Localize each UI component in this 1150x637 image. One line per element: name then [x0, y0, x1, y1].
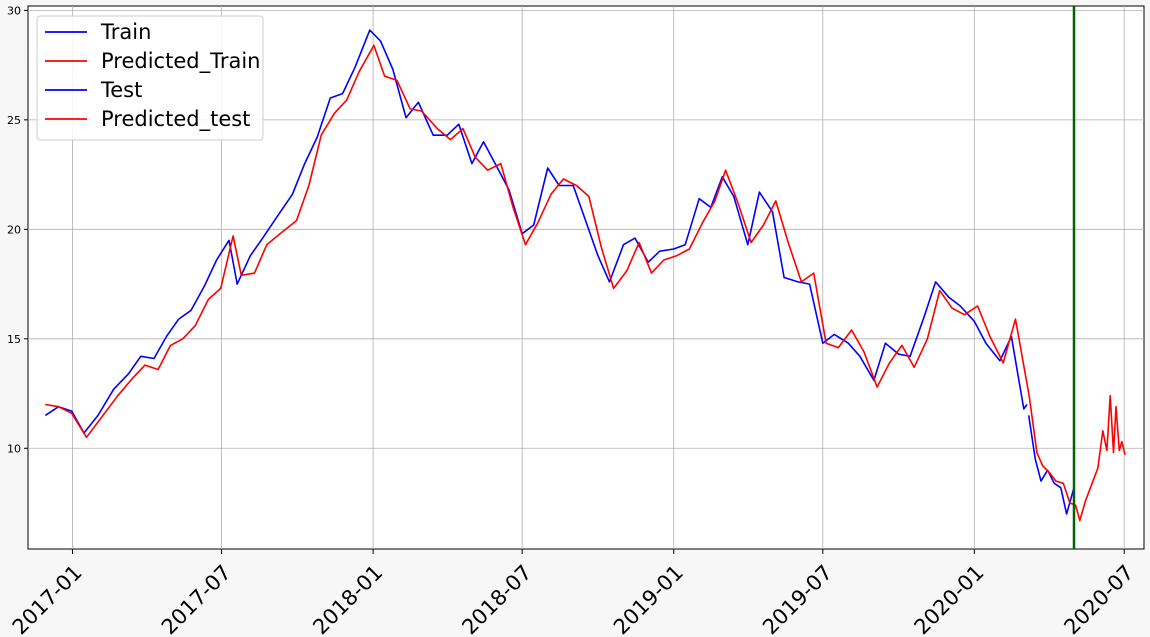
y-tick-label: 20	[7, 223, 21, 236]
legend-label: Predicted_test	[101, 107, 250, 132]
legend-box	[36, 15, 264, 141]
legend-label: Train	[100, 20, 151, 44]
x-axis: 2017-01 2017-07 2018-01 2018-07 2019-01 2019-…	[8, 549, 1139, 637]
y-axis: 10 15 20 25 30	[7, 4, 28, 455]
y-tick-label: 30	[7, 4, 21, 17]
x-tick-label: 2020-07	[1059, 560, 1138, 637]
series-line-1	[45, 44, 1031, 439]
x-tick-label: 2020-01	[910, 560, 989, 637]
legend: Train Predicted_Train Test Predicted_test	[36, 15, 264, 141]
x-tick-label: 2018-01	[308, 560, 387, 637]
y-tick-label: 15	[7, 333, 21, 346]
x-tick-label: 2019-01	[609, 560, 688, 637]
legend-label: Test	[100, 78, 142, 102]
y-tick-label: 10	[7, 442, 21, 455]
x-tick-label: 2019-07	[758, 560, 837, 637]
series-line-3	[1028, 394, 1126, 522]
grid-lines	[28, 6, 1144, 549]
x-tick-label: 2017-07	[157, 560, 236, 637]
y-tick-label: 25	[7, 114, 21, 127]
x-tick-label: 2018-07	[457, 560, 536, 637]
series-group	[44, 29, 1126, 522]
legend-label: Predicted_Train	[101, 49, 260, 74]
x-tick-label: 2017-01	[8, 560, 87, 637]
